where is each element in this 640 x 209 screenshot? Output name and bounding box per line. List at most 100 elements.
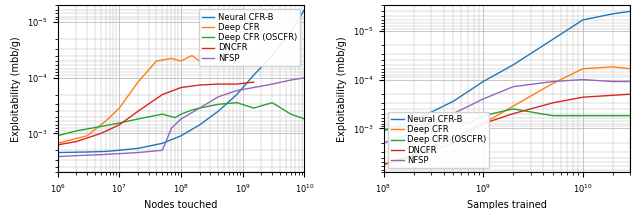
- Deep CFR (OSCFR): [428, 122, 435, 125]
- Deep CFR: [188, 54, 196, 57]
- NFSP: [250, 86, 257, 89]
- Neural CFR-B: [609, 13, 617, 15]
- DNCFR: [609, 94, 617, 97]
- Deep CFR: [449, 142, 457, 144]
- Deep CFR (OSCFR): [214, 103, 222, 106]
- Deep CFR: [410, 157, 417, 159]
- NFSP: [287, 79, 294, 81]
- Line: NFSP: NFSP: [383, 80, 630, 143]
- Deep CFR (OSCFR): [410, 124, 417, 126]
- Neural CFR-B: [287, 31, 294, 33]
- X-axis label: Nodes touched: Nodes touched: [145, 200, 218, 209]
- Deep CFR (OSCFR): [464, 122, 472, 125]
- Neural CFR-B: [410, 120, 417, 122]
- NFSP: [196, 107, 204, 109]
- Deep CFR: [579, 68, 587, 70]
- Neural CFR-B: [214, 110, 222, 112]
- X-axis label: Samples trained: Samples trained: [467, 200, 547, 209]
- DNCFR: [97, 132, 104, 135]
- Deep CFR (OSCFR): [159, 113, 166, 115]
- Neural CFR-B: [54, 151, 61, 154]
- DNCFR: [196, 84, 204, 86]
- Deep CFR: [177, 60, 185, 62]
- Deep CFR: [509, 105, 517, 107]
- DNCFR: [214, 83, 222, 85]
- Deep CFR (OSCFR): [54, 135, 61, 137]
- Neural CFR-B: [250, 74, 257, 76]
- Neural CFR-B: [509, 64, 517, 66]
- Y-axis label: Exploitability (mbb/g): Exploitability (mbb/g): [337, 36, 347, 142]
- Deep CFR: [627, 68, 634, 70]
- Deep CFR (OSCFR): [627, 114, 634, 117]
- NFSP: [479, 98, 487, 100]
- DNCFR: [134, 110, 141, 112]
- Neural CFR-B: [177, 135, 185, 137]
- NFSP: [214, 96, 222, 98]
- NFSP: [410, 131, 417, 134]
- NFSP: [168, 127, 175, 129]
- NFSP: [159, 149, 166, 152]
- Deep CFR (OSCFR): [509, 108, 517, 110]
- NFSP: [177, 118, 185, 120]
- Neural CFR-B: [549, 38, 557, 41]
- Deep CFR (OSCFR): [115, 122, 123, 124]
- NFSP: [509, 85, 517, 88]
- Deep CFR (OSCFR): [449, 120, 457, 122]
- Neural CFR-B: [102, 150, 109, 153]
- Deep CFR (OSCFR): [250, 107, 257, 109]
- Deep CFR (OSCFR): [134, 118, 141, 120]
- Deep CFR (OSCFR): [609, 114, 617, 117]
- Line: NFSP: NFSP: [58, 78, 305, 157]
- NFSP: [301, 76, 308, 79]
- NFSP: [579, 78, 587, 81]
- NFSP: [134, 151, 141, 154]
- Neural CFR-B: [579, 19, 587, 21]
- Line: Deep CFR: Deep CFR: [58, 56, 200, 143]
- Deep CFR (OSCFR): [380, 129, 387, 132]
- Deep CFR: [196, 60, 204, 62]
- DNCFR: [233, 83, 241, 85]
- DNCFR: [250, 81, 257, 83]
- NFSP: [115, 152, 123, 155]
- Neural CFR-B: [134, 147, 141, 150]
- DNCFR: [177, 86, 185, 89]
- Deep CFR: [549, 82, 557, 85]
- Neural CFR-B: [268, 54, 276, 57]
- NFSP: [449, 112, 457, 115]
- Deep CFR: [380, 163, 387, 166]
- Legend: Neural CFR-B, Deep CFR, Deep CFR (OSCFR), DNCFR, NFSP: Neural CFR-B, Deep CFR, Deep CFR (OSCFR)…: [198, 9, 300, 66]
- NFSP: [72, 154, 80, 157]
- NFSP: [233, 89, 241, 92]
- Line: Deep CFR (OSCFR): Deep CFR (OSCFR): [383, 109, 630, 130]
- DNCFR: [479, 122, 487, 125]
- Neural CFR-B: [301, 8, 308, 11]
- Legend: Neural CFR-B, Deep CFR, Deep CFR (OSCFR), DNCFR, NFSP: Neural CFR-B, Deep CFR, Deep CFR (OSCFR)…: [388, 112, 490, 168]
- Neural CFR-B: [627, 10, 634, 13]
- NFSP: [627, 80, 634, 83]
- Deep CFR (OSCFR): [172, 116, 179, 119]
- Deep CFR (OSCFR): [188, 109, 196, 111]
- NFSP: [380, 142, 387, 144]
- Deep CFR (OSCFR): [177, 113, 185, 115]
- Line: Neural CFR-B: Neural CFR-B: [58, 10, 305, 153]
- Line: Neural CFR-B: Neural CFR-B: [383, 11, 630, 130]
- Deep CFR: [115, 107, 123, 109]
- DNCFR: [449, 137, 457, 140]
- Deep CFR (OSCFR): [196, 107, 204, 109]
- Neural CFR-B: [115, 149, 123, 152]
- DNCFR: [54, 144, 61, 146]
- DNCFR: [380, 163, 387, 166]
- Deep CFR (OSCFR): [287, 113, 294, 115]
- NFSP: [54, 155, 61, 158]
- NFSP: [268, 83, 276, 85]
- Y-axis label: Exploitability (mbb/g): Exploitability (mbb/g): [12, 36, 21, 142]
- Deep CFR (OSCFR): [301, 118, 308, 120]
- Deep CFR: [479, 122, 487, 125]
- Neural CFR-B: [196, 124, 204, 126]
- Neural CFR-B: [380, 129, 387, 132]
- DNCFR: [549, 102, 557, 104]
- Deep CFR: [102, 120, 109, 122]
- Deep CFR (OSCFR): [579, 114, 587, 117]
- Neural CFR-B: [449, 100, 457, 103]
- DNCFR: [115, 124, 123, 126]
